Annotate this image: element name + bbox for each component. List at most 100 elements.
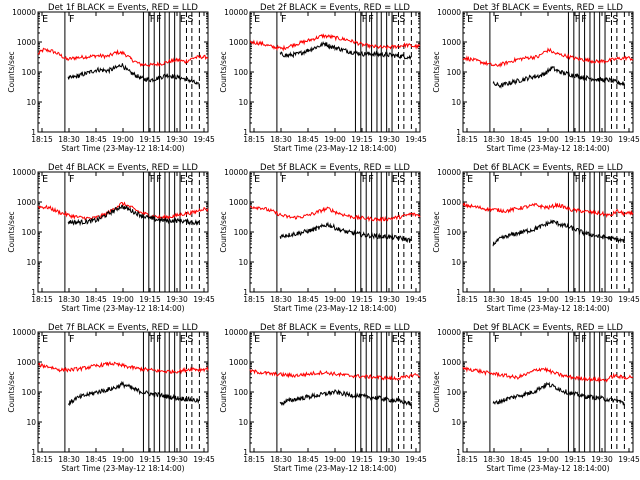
x-tick-label: 18:45 — [510, 455, 532, 464]
x-tick-label: 18:45 — [297, 295, 319, 304]
x-tick-label: 18:30 — [483, 135, 505, 144]
x-tick-label: 19:00 — [324, 455, 346, 464]
event-marker-label: E — [42, 14, 48, 25]
x-tick-label: 18:30 — [483, 295, 505, 304]
x-tick-label: 18:30 — [58, 455, 80, 464]
x-tick-label: 19:30 — [591, 135, 613, 144]
y-tick-label: 1000 — [17, 38, 36, 47]
panel-title: Det 4f BLACK = Events, RED = LLD — [48, 163, 198, 173]
plot-frame — [37, 171, 209, 293]
detector-panel: Det 9f BLACK = Events, RED = LLD 1 10 100 10… — [432, 323, 640, 473]
y-axis-label: Counts/sec — [219, 211, 228, 252]
events-series — [67, 380, 200, 407]
plot-frame — [249, 171, 421, 293]
x-tick-label: 18:30 — [270, 295, 292, 304]
x-tick-label: 19:15 — [139, 455, 161, 464]
events-series — [279, 389, 412, 407]
detector-panel: Det 1f BLACK = Events, RED = LLD 1 10 100 10… — [7, 3, 215, 153]
y-tick-label: 100 — [22, 388, 37, 397]
x-tick-label: 19:30 — [378, 455, 400, 464]
event-marker-label: F — [575, 14, 580, 25]
panel-title: Det 6f BLACK = Events, RED = LLD — [473, 163, 623, 173]
x-tick-label: 19:00 — [112, 135, 134, 144]
event-marker-label: E — [42, 334, 48, 345]
y-tick-label: 1 — [243, 288, 248, 297]
x-axis-label: Start Time (23-May-12 18:14:00) — [273, 144, 396, 153]
x-tick-label: 18:15 — [31, 135, 53, 144]
panel-title: Det 8f BLACK = Events, RED = LLD — [260, 323, 410, 333]
event-marker-label: F — [494, 14, 499, 25]
event-marker-label: E — [254, 174, 260, 185]
x-tick-label: 19:15 — [564, 455, 586, 464]
x-tick-label: 19:45 — [405, 295, 427, 304]
event-marker-label: E — [254, 334, 260, 345]
events-series — [279, 40, 412, 61]
x-tick-label: 19:30 — [591, 295, 613, 304]
x-tick-label: 19:00 — [324, 135, 346, 144]
y-tick-label: 1000 — [17, 358, 36, 367]
x-tick-label: 18:30 — [58, 135, 80, 144]
panel-title: Det 7f BLACK = Events, RED = LLD — [48, 323, 198, 333]
x-tick-label: 19:45 — [618, 295, 640, 304]
x-tick-label: 18:15 — [456, 135, 478, 144]
event-marker-label: F — [281, 14, 286, 25]
y-tick-label: 1 — [31, 288, 36, 297]
x-tick-label: 18:30 — [483, 455, 505, 464]
lld-series — [37, 361, 209, 375]
event-marker-label: E — [605, 14, 611, 25]
x-tick-label: 18:45 — [510, 135, 532, 144]
event-marker-label: F — [156, 174, 161, 185]
event-marker-label: E — [180, 14, 186, 25]
event-marker-label: E — [605, 334, 611, 345]
y-tick-label: 1000 — [229, 198, 248, 207]
y-tick-label: 100 — [447, 228, 462, 237]
event-marker-label: F — [281, 174, 286, 185]
y-tick-label: 10000 — [224, 168, 248, 177]
y-axis-label: Counts/sec — [7, 51, 16, 92]
x-tick-label: 19:15 — [139, 295, 161, 304]
y-tick-label: 100 — [447, 68, 462, 77]
plot-frame — [462, 331, 634, 453]
x-tick-label: 19:00 — [537, 295, 559, 304]
x-tick-label: 19:15 — [139, 135, 161, 144]
event-marker-label: F — [69, 334, 74, 345]
event-marker-label: F — [281, 334, 286, 345]
event-marker-label: S — [187, 14, 193, 25]
events-series — [492, 65, 625, 89]
y-tick-label: 1000 — [442, 38, 461, 47]
plot-frame — [37, 11, 209, 133]
x-tick-label: 19:15 — [351, 295, 373, 304]
x-tick-label: 19:00 — [537, 455, 559, 464]
x-tick-label: 19:30 — [166, 455, 188, 464]
panel-title: Det 2f BLACK = Events, RED = LLD — [260, 3, 410, 13]
x-tick-label: 18:45 — [85, 135, 107, 144]
events-series — [67, 204, 200, 227]
x-tick-label: 19:30 — [378, 295, 400, 304]
x-axis-label: Start Time (23-May-12 18:14:00) — [486, 144, 609, 153]
y-tick-label: 1000 — [229, 38, 248, 47]
detector-panel: Det 7f BLACK = Events, RED = LLD 1 10 100 10… — [7, 323, 215, 473]
event-marker-label: F — [150, 334, 155, 345]
x-axis-label: Start Time (23-May-12 18:14:00) — [486, 304, 609, 313]
event-marker-label: E — [467, 174, 473, 185]
y-tick-label: 1 — [456, 448, 461, 457]
y-tick-label: 10 — [451, 418, 461, 427]
event-marker-label: F — [494, 334, 499, 345]
x-tick-label: 19:30 — [378, 135, 400, 144]
x-axis-label: Start Time (23-May-12 18:14:00) — [61, 144, 184, 153]
x-tick-label: 19:30 — [166, 295, 188, 304]
x-axis-label: Start Time (23-May-12 18:14:00) — [273, 464, 396, 473]
y-tick-label: 1 — [243, 128, 248, 137]
event-marker-label: F — [156, 334, 161, 345]
x-tick-label: 19:45 — [618, 135, 640, 144]
y-tick-label: 1 — [31, 128, 36, 137]
x-tick-label: 19:45 — [193, 135, 215, 144]
y-tick-label: 10 — [238, 418, 248, 427]
x-tick-label: 18:15 — [243, 135, 265, 144]
event-marker-label: S — [612, 334, 618, 345]
panel-title: Det 5f BLACK = Events, RED = LLD — [260, 163, 410, 173]
x-tick-label: 19:15 — [351, 455, 373, 464]
event-marker-label: E — [605, 174, 611, 185]
event-marker-label: F — [575, 174, 580, 185]
